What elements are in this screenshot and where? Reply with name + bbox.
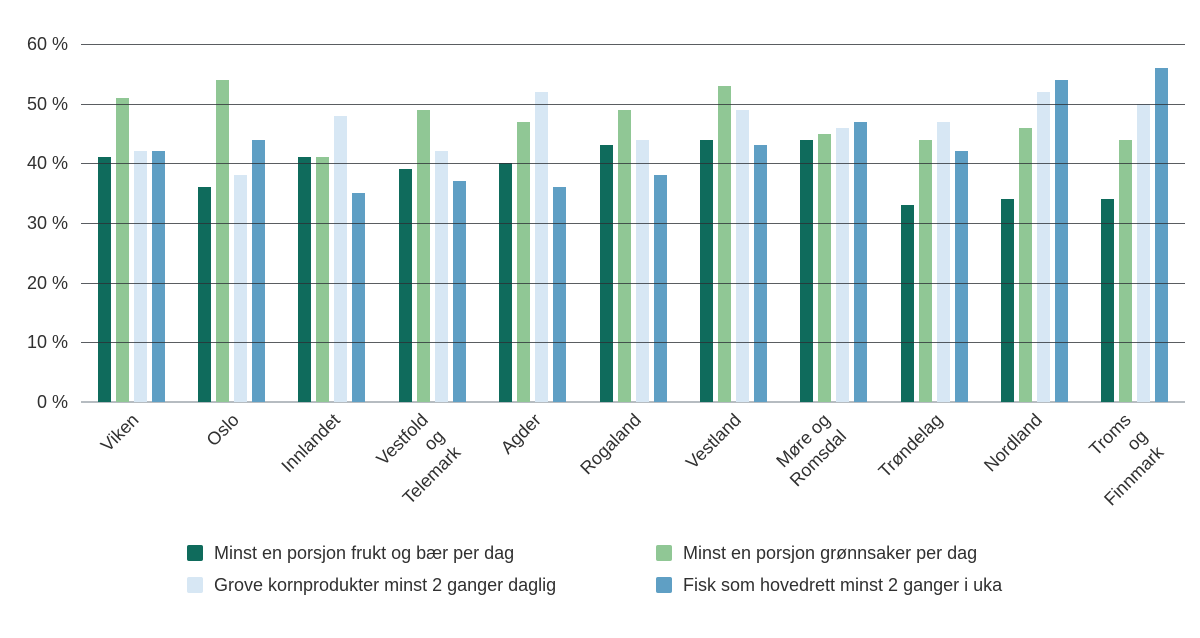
bar <box>836 127 850 402</box>
x-axis-category-label: Trøndelag <box>874 409 946 482</box>
bar <box>1055 79 1068 402</box>
bar <box>216 79 229 402</box>
bar <box>617 109 631 402</box>
y-gridline <box>81 163 1185 165</box>
legend-label: Grove kornprodukter minst 2 ganger dagli… <box>214 575 557 595</box>
bar <box>699 139 713 402</box>
x-axis-category-label: Agder <box>496 409 545 458</box>
bar <box>918 139 932 402</box>
bar <box>954 151 968 402</box>
bar <box>252 139 265 402</box>
legend-item: Minst en porsjon frukt og bær per dag <box>187 541 656 565</box>
x-axis-category-label: Troms og Finnmark <box>1084 409 1168 510</box>
bar <box>133 151 147 402</box>
bar <box>653 175 667 402</box>
y-axis-tick-label: 60 % <box>26 34 68 54</box>
legend-label: Minst en porsjon frukt og bær per dag <box>214 543 515 563</box>
legend-swatch-icon <box>656 545 672 561</box>
bar <box>753 145 767 402</box>
y-axis-tick-label: 20 % <box>26 272 68 293</box>
x-axis-category-label: Vestfold og Telemark <box>372 409 465 509</box>
y-axis-tick-label: 10 % <box>26 332 68 353</box>
bar <box>535 91 549 402</box>
y-axis-tick-label: 50 % <box>26 93 68 114</box>
legend-item: Grove kornprodukter minst 2 ganger dagli… <box>187 573 656 597</box>
bar <box>234 175 247 402</box>
bar <box>352 193 366 402</box>
x-axis-category-label: Vestland <box>682 409 746 473</box>
y-axis-tick-label: 40 % <box>26 153 68 174</box>
bar <box>334 115 348 402</box>
bar <box>553 187 567 402</box>
bar <box>1101 199 1115 402</box>
bar <box>416 109 430 402</box>
bar <box>398 169 412 402</box>
legend-item: Minst en porsjon grønnsaker per dag <box>656 541 1002 565</box>
legend-swatch-icon <box>187 577 203 593</box>
y-gridline <box>81 103 1185 105</box>
legend: Minst en porsjon frukt og bær per dag Min… <box>187 541 1002 597</box>
bar <box>717 85 731 402</box>
bar <box>97 157 111 402</box>
x-axis-category-label: Rogaland <box>576 409 645 479</box>
bar <box>151 151 165 402</box>
bar <box>854 121 868 402</box>
bar <box>434 151 448 402</box>
bar <box>499 163 513 402</box>
legend-label: Minst en porsjon grønnsaker per dag <box>683 543 978 563</box>
y-gridline <box>81 282 1185 284</box>
y-gridline <box>81 223 1185 224</box>
bar <box>635 139 649 402</box>
legend-item: Fisk som hovedrett minst 2 ganger i uka <box>656 573 1002 597</box>
bar <box>800 139 814 402</box>
y-axis-tick-label: 0 % <box>36 392 68 412</box>
bar <box>517 121 531 402</box>
bar <box>1137 103 1151 402</box>
y-axis-tick-label: 30 % <box>26 213 68 233</box>
bar <box>1155 67 1169 402</box>
bar <box>900 205 914 402</box>
bar <box>1001 199 1014 402</box>
bar <box>198 187 211 402</box>
x-axis-category-label: Viken <box>97 409 144 456</box>
bar <box>599 145 613 402</box>
bar <box>316 157 330 402</box>
x-axis-category-label: Møre og Romsdal <box>771 409 850 491</box>
x-axis-category-label: Oslo <box>203 409 244 451</box>
legend-swatch-icon <box>187 545 203 561</box>
bar <box>1019 127 1032 402</box>
x-axis-baseline <box>81 401 1185 403</box>
bar <box>298 157 312 402</box>
x-axis-category-label: Nordland <box>980 409 1047 476</box>
x-axis-category-label: Innlandet <box>277 409 344 477</box>
bar <box>115 97 129 402</box>
bar <box>735 109 749 402</box>
legend-label: Fisk som hovedrett minst 2 ganger i uka <box>683 575 1003 595</box>
bar <box>818 133 832 402</box>
bar <box>452 181 466 402</box>
bar <box>1119 139 1133 402</box>
y-gridline <box>81 342 1185 344</box>
legend-swatch-icon <box>656 577 672 593</box>
bar <box>1037 91 1050 402</box>
bar <box>936 121 950 402</box>
y-gridline <box>81 44 1185 45</box>
